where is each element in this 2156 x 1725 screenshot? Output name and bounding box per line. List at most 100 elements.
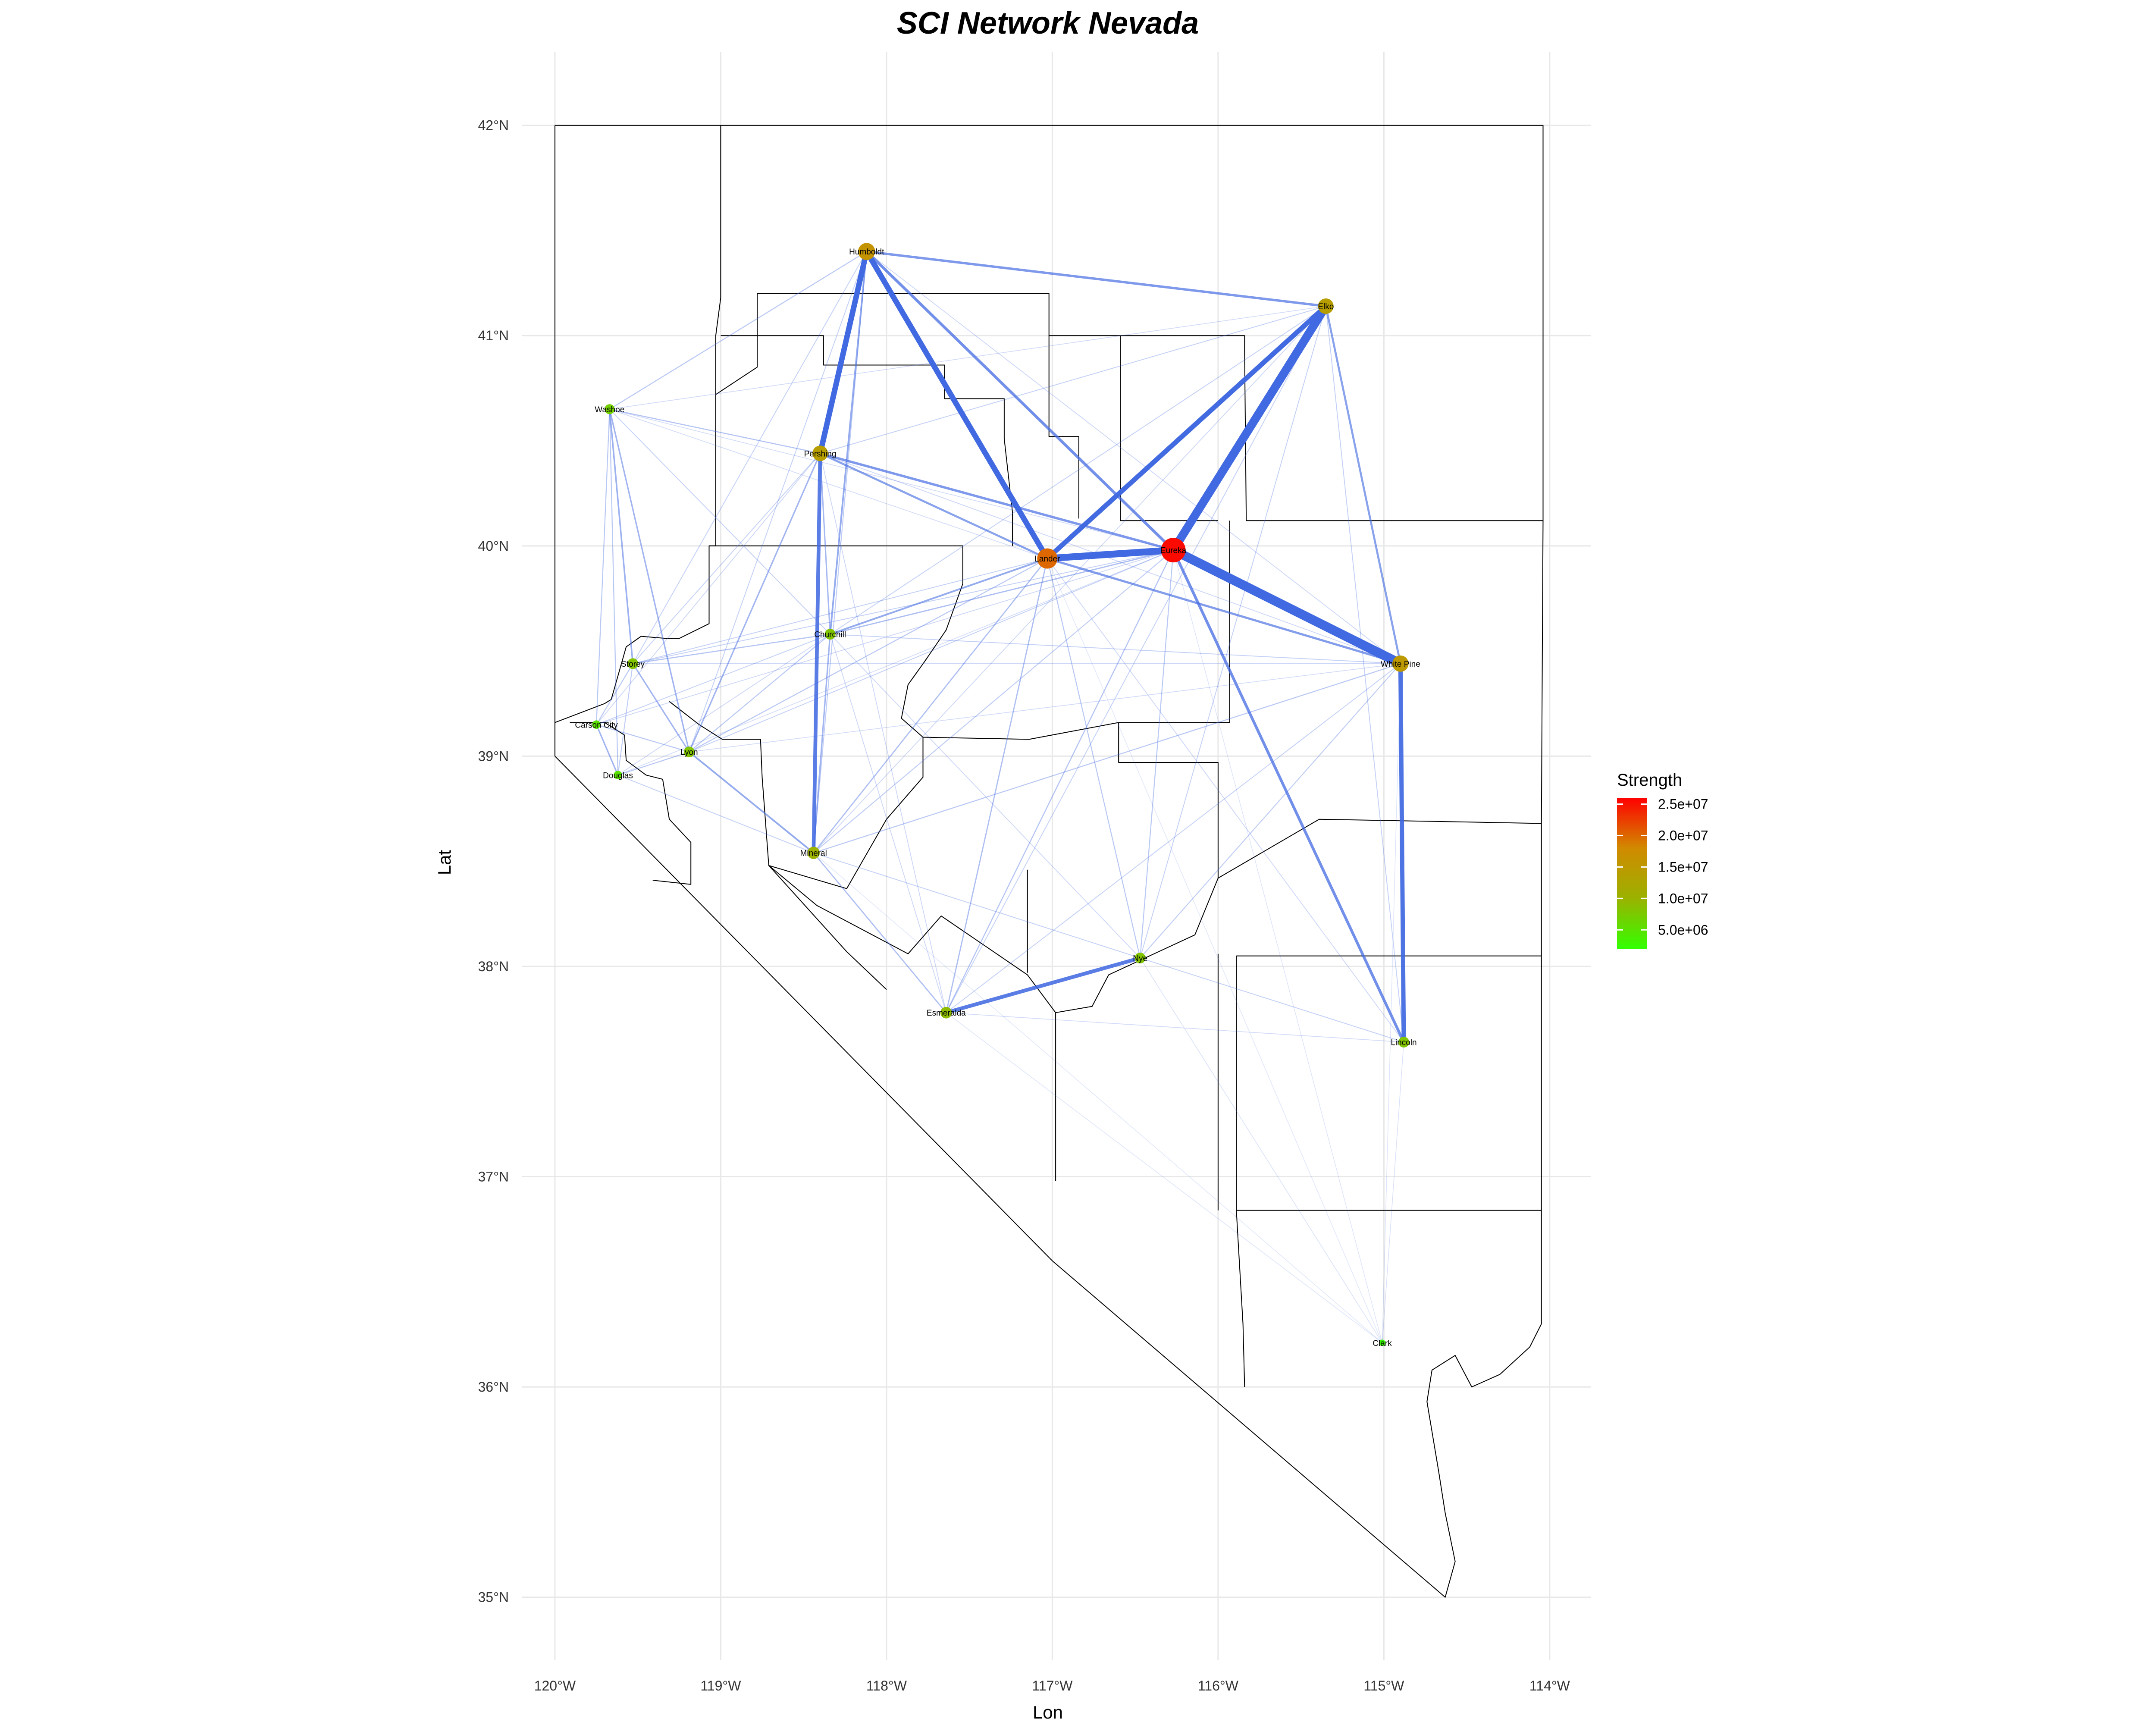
county-node bbox=[683, 746, 695, 758]
county-node-label: Nye bbox=[1133, 954, 1147, 963]
y-tick-label: 38°N bbox=[478, 959, 509, 974]
county-node-label: Humboldt bbox=[849, 248, 884, 257]
network-edge bbox=[864, 248, 1050, 561]
county-border bbox=[715, 125, 721, 395]
network-edge bbox=[1173, 549, 1383, 1343]
network-edge bbox=[820, 453, 947, 1013]
x-tick-label: 114°W bbox=[1529, 1678, 1570, 1694]
y-tick-label: 39°N bbox=[478, 748, 509, 764]
network-edge bbox=[1140, 957, 1404, 1043]
network-edge bbox=[945, 558, 1048, 1013]
network-edge bbox=[819, 452, 1175, 552]
network-edge bbox=[819, 452, 831, 635]
network-edge bbox=[1325, 305, 1404, 1043]
network-edge bbox=[829, 549, 1174, 635]
network-edge bbox=[689, 549, 1174, 753]
network-edge bbox=[946, 1012, 1383, 1343]
county-border bbox=[709, 521, 1230, 740]
x-tick-label: 119°W bbox=[700, 1678, 741, 1694]
network-edge bbox=[596, 453, 821, 725]
county-border bbox=[768, 865, 887, 990]
network-edge bbox=[812, 451, 822, 855]
network-edge bbox=[813, 558, 1048, 854]
network-edge bbox=[866, 251, 1401, 664]
chart-title: SCI Network Nevada bbox=[897, 6, 1199, 41]
plot-grid bbox=[522, 52, 1591, 1660]
network-edge bbox=[609, 408, 634, 665]
network-edge bbox=[865, 250, 1327, 307]
network-edge bbox=[1169, 302, 1330, 555]
county-node bbox=[605, 404, 615, 414]
y-tick-label: 35°N bbox=[478, 1590, 509, 1605]
network-edge bbox=[1325, 305, 1402, 665]
network-edge bbox=[1047, 558, 1404, 1043]
axis-ticks: 120°W 119°W 118°W 117°W 116°W 115°W 114°W 35°N 3… bbox=[478, 118, 1570, 1694]
legend-ticks: 2.5e+07 2.0e+07 1.5e+07 1.0e+07 5.0e+06 bbox=[1617, 797, 1708, 938]
x-tick-label: 118°W bbox=[866, 1678, 907, 1694]
network-edge bbox=[865, 250, 1175, 552]
network-edge bbox=[1140, 549, 1174, 959]
county-node bbox=[1398, 1037, 1410, 1048]
county-node bbox=[1379, 1339, 1386, 1346]
county-node bbox=[592, 720, 601, 729]
network-edge bbox=[609, 251, 867, 410]
county-border bbox=[669, 701, 1542, 1013]
county-node bbox=[627, 658, 639, 669]
network-edge bbox=[617, 775, 814, 853]
county-node bbox=[858, 243, 875, 260]
network-edge bbox=[609, 408, 619, 776]
county-node-label: Mineral bbox=[800, 849, 827, 858]
network-edge bbox=[632, 251, 867, 664]
county-node bbox=[1134, 952, 1146, 963]
y-tick-label: 37°N bbox=[478, 1169, 509, 1185]
network-edge bbox=[830, 634, 1141, 959]
network-edge bbox=[1140, 663, 1401, 959]
county-node bbox=[807, 847, 820, 859]
county-node bbox=[1392, 655, 1409, 672]
legend-title: Strength bbox=[1617, 771, 1682, 790]
network-edge bbox=[830, 305, 1326, 635]
network-edge bbox=[609, 408, 831, 635]
y-tick-label: 36°N bbox=[478, 1379, 509, 1395]
network-edge bbox=[944, 956, 1142, 1015]
county-node-label: Pershing bbox=[804, 449, 837, 458]
county-node bbox=[1037, 548, 1058, 569]
network-edge bbox=[820, 453, 1401, 664]
network-edge bbox=[830, 634, 1401, 664]
network-edge bbox=[813, 663, 1401, 853]
network-edge bbox=[689, 558, 1048, 753]
county-node bbox=[614, 771, 622, 780]
county-border bbox=[555, 521, 1544, 1598]
county-node-label: Lincoln bbox=[1391, 1038, 1416, 1048]
network-edge bbox=[1398, 661, 1406, 1044]
network-edge bbox=[819, 452, 1049, 560]
county-node-label: Elko bbox=[1318, 302, 1334, 311]
network-edge bbox=[688, 452, 821, 753]
legend-tick-label: 1.0e+07 bbox=[1658, 891, 1708, 906]
legend-tick-label: 1.5e+07 bbox=[1658, 859, 1708, 875]
network-edge bbox=[946, 663, 1401, 1013]
legend-tick-label: 2.5e+07 bbox=[1658, 797, 1708, 812]
county-border bbox=[1120, 336, 1218, 521]
network-edge bbox=[596, 549, 1174, 725]
county-node bbox=[812, 445, 828, 461]
network-edge bbox=[609, 306, 1326, 410]
county-node-label: Storey bbox=[621, 660, 645, 669]
y-axis-title: Lat bbox=[434, 850, 454, 875]
network-edge bbox=[596, 634, 831, 725]
county-node-label: Lander bbox=[1034, 555, 1060, 564]
network-edge bbox=[595, 724, 619, 776]
county-node bbox=[1161, 538, 1186, 563]
network-edge bbox=[595, 408, 610, 725]
county-node-label: White Pine bbox=[1381, 660, 1420, 669]
x-tick-label: 115°W bbox=[1363, 1678, 1404, 1694]
network-edge bbox=[632, 634, 831, 665]
x-axis-title: Lon bbox=[1033, 1702, 1063, 1722]
y-tick-label: 40°N bbox=[478, 538, 509, 554]
network-edge bbox=[689, 251, 867, 753]
network-edge bbox=[813, 852, 947, 1013]
legend-colorbar bbox=[1617, 798, 1647, 949]
network-edge bbox=[609, 408, 690, 753]
network-edge bbox=[946, 1012, 1404, 1043]
